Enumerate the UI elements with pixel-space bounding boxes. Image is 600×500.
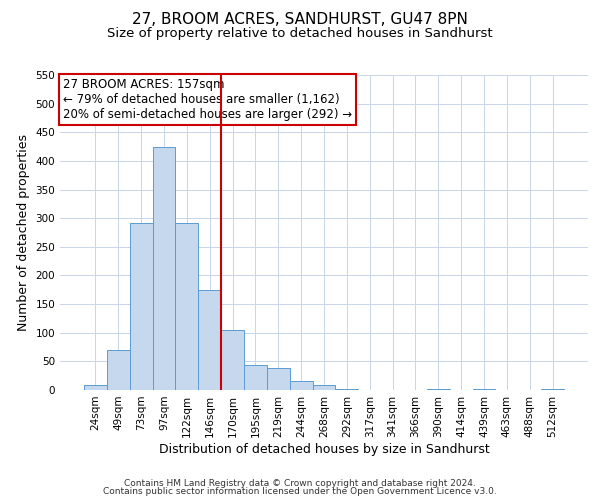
Bar (267, 368, 290, 390)
Text: Contains public sector information licensed under the Open Government Licence v3: Contains public sector information licen… (103, 487, 497, 496)
Bar (152, 146, 175, 390)
Bar (221, 330, 244, 390)
Bar (313, 386, 335, 390)
Y-axis label: Number of detached properties: Number of detached properties (17, 134, 30, 331)
Bar (107, 350, 130, 390)
Bar (198, 290, 221, 390)
Text: Size of property relative to detached houses in Sandhurst: Size of property relative to detached ho… (107, 28, 493, 40)
Bar (175, 224, 198, 390)
Bar (84, 386, 107, 390)
Bar (335, 389, 358, 390)
Text: 27 BROOM ACRES: 157sqm
← 79% of detached houses are smaller (1,162)
20% of semi-: 27 BROOM ACRES: 157sqm ← 79% of detached… (62, 78, 352, 121)
Text: Contains HM Land Registry data © Crown copyright and database right 2024.: Contains HM Land Registry data © Crown c… (124, 478, 476, 488)
Bar (290, 382, 313, 390)
Bar (427, 389, 450, 390)
Bar (473, 389, 496, 390)
Bar (541, 389, 564, 390)
Text: 27, BROOM ACRES, SANDHURST, GU47 8PN: 27, BROOM ACRES, SANDHURST, GU47 8PN (132, 12, 468, 28)
X-axis label: Distribution of detached houses by size in Sandhurst: Distribution of detached houses by size … (158, 442, 490, 456)
Bar (130, 224, 152, 390)
Bar (244, 366, 267, 390)
